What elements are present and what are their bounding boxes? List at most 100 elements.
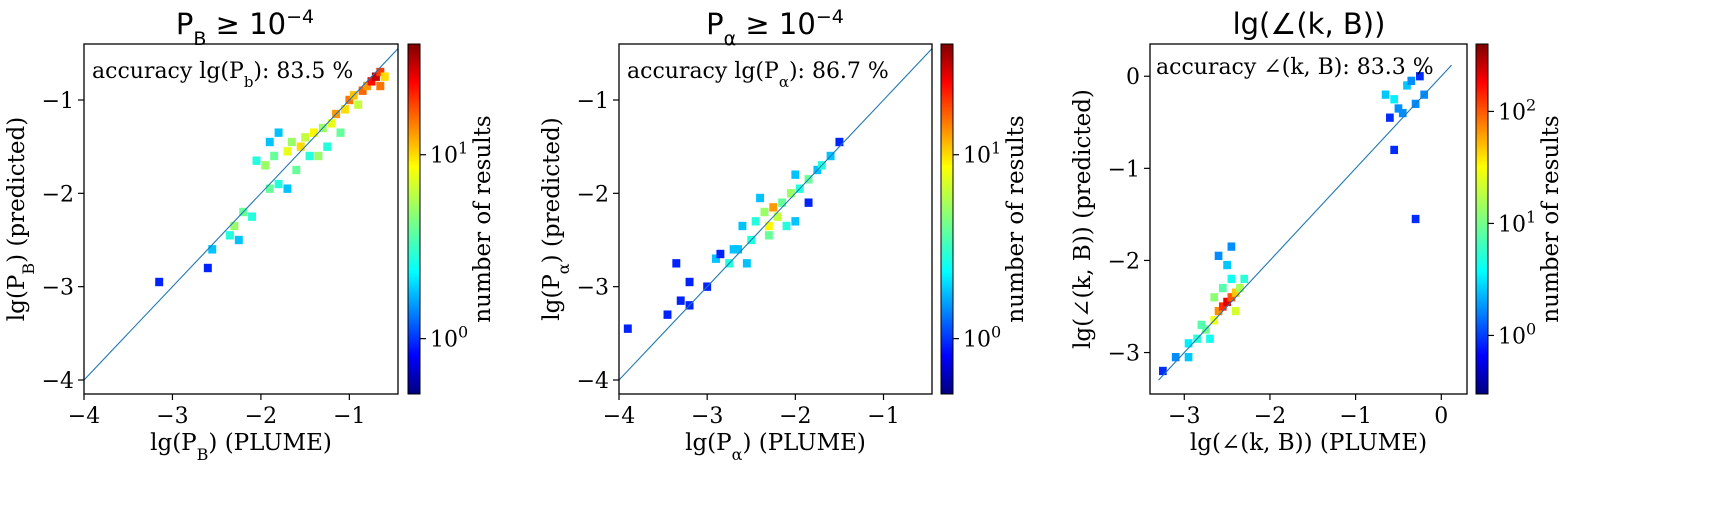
heatmap-cell	[274, 128, 283, 137]
heatmap-cell	[1227, 242, 1236, 251]
colorbar-tick-label: 101	[1498, 207, 1536, 238]
heatmap-cell	[252, 156, 261, 165]
y-tick-label: −4	[577, 369, 609, 394]
axes-frame	[618, 43, 933, 395]
heatmap-cell	[296, 142, 305, 151]
heatmap-cell	[376, 81, 385, 91]
heatmap-cell	[764, 231, 773, 240]
heatmap-cell	[309, 128, 318, 137]
heatmap-cell	[1210, 293, 1219, 302]
identity-line	[618, 48, 933, 381]
heatmap-cell	[786, 189, 795, 198]
colorbar-tick-label: 100	[1498, 319, 1536, 350]
heatmap-cell	[292, 165, 301, 175]
heatmap-cell	[1223, 297, 1231, 307]
heatmap-cell	[1394, 104, 1403, 113]
heatmap-cell	[1214, 306, 1223, 316]
heatmap-cell	[1184, 353, 1193, 362]
heatmap-cell	[791, 170, 800, 179]
heatmap-cell	[283, 147, 292, 156]
heatmap-cell	[1218, 283, 1227, 293]
heatmap-cell	[234, 235, 243, 245]
x-tick-label: −3	[156, 404, 188, 429]
x-tick-label: −1	[333, 404, 365, 429]
heatmap-cell	[1231, 306, 1240, 316]
heatmap-cell	[287, 137, 296, 147]
heatmap-cell	[371, 72, 380, 81]
heatmap-cell	[1197, 320, 1206, 330]
heatmap-cell	[769, 203, 778, 212]
axes-frame	[1149, 43, 1468, 395]
y-tick-label: −4	[42, 369, 74, 394]
heatmap-cell	[760, 207, 769, 217]
accuracy-annotation: accuracy lg(Pb): 83.5 %	[92, 59, 353, 91]
heatmap-cell	[1381, 90, 1390, 99]
heatmap-cell	[751, 217, 760, 226]
heatmap-cell	[358, 86, 367, 95]
colorbar-label: number of results	[470, 115, 496, 322]
x-axis-label: lg(∠(k, B)) (PLUME)	[1190, 430, 1427, 456]
heatmap-cell	[716, 249, 725, 259]
heatmap-cell	[835, 137, 844, 147]
x-tick-label: −4	[68, 404, 100, 429]
heatmap-cell	[712, 254, 720, 263]
heatmap-cell	[305, 151, 314, 161]
heatmap-cell	[773, 212, 782, 221]
heatmap-cell	[225, 231, 234, 240]
x-tick-label: −2	[245, 404, 277, 429]
heatmap-cell	[685, 277, 694, 287]
heatmap-cell	[380, 72, 389, 81]
heatmap-cell	[1158, 366, 1167, 376]
heatmap-cell	[738, 221, 747, 231]
heatmap-cell	[336, 128, 345, 137]
heatmap-cell	[301, 133, 310, 142]
chart-title: PB ≥ 10−4	[176, 6, 314, 50]
heatmap-cell	[778, 198, 787, 207]
heatmap-cell	[1411, 214, 1420, 224]
heatmap-cell	[1398, 108, 1407, 118]
heatmap-cell	[323, 142, 332, 151]
heatmap-cell	[1184, 339, 1193, 348]
colorbar-tick-label: 100	[430, 322, 468, 353]
y-axis-label: lg(Pα) (predicted)	[539, 117, 573, 320]
colorbar-label: number of results	[1538, 115, 1564, 322]
heatmap-cell	[376, 67, 385, 77]
x-tick-label: −1	[1339, 404, 1371, 429]
panel-angle: −3 −2 −1 0 −3 −2 −1 0 lg(∠(k, B)) lg(∠(k, B)) (PL…	[1070, 7, 1564, 456]
y-tick-label: −3	[577, 276, 609, 301]
heatmap-cell	[155, 277, 164, 287]
heatmap-cell	[230, 221, 239, 231]
heatmap-cell	[270, 151, 279, 161]
heatmap-cell	[1218, 302, 1227, 311]
heatmap-cell	[203, 263, 212, 273]
x-tick-label: −2	[779, 404, 811, 429]
x-axis-label: lg(Pα) (PLUME)	[685, 430, 866, 464]
heatmap-cell	[663, 310, 672, 319]
accuracy-annotation: accuracy ∠(k, B): 83.3 %	[1156, 55, 1434, 80]
y-axis-label: lg(∠(k, B)) (predicted)	[1070, 89, 1096, 349]
chart-title: Pα ≥ 10−4	[706, 6, 844, 50]
panel-palpha: −4 −3 −2 −1 −4 −3 −2 −1 Pα ≥ 10−4 lg(Pα) (PLUME) l…	[539, 6, 1029, 464]
heatmap-cell	[314, 151, 323, 161]
y-tick-label: −1	[577, 89, 609, 114]
heatmap-cell	[1223, 260, 1231, 270]
colorbar-label: number of results	[1003, 115, 1029, 322]
heatmap-cell	[1227, 293, 1236, 302]
heatmap-cell	[742, 259, 751, 268]
heatmap-cell	[782, 221, 791, 231]
heatmap-cell	[354, 100, 363, 109]
colorbar-tick-label: 102	[1498, 95, 1536, 126]
heatmap-cell	[363, 81, 372, 91]
heatmap-cell	[1236, 283, 1244, 293]
x-axis-label: lg(PB) (PLUME)	[150, 430, 332, 464]
y-tick-label: −3	[1108, 342, 1140, 367]
heatmap-cell	[1403, 81, 1411, 90]
heatmap-cell	[367, 77, 376, 86]
identity-line	[83, 48, 399, 381]
y-tick-label: −2	[1108, 249, 1140, 274]
y-axis-label: lg(PB) (predicted)	[4, 117, 38, 321]
heatmap-cell	[672, 259, 681, 268]
x-tick-label: −2	[1254, 404, 1286, 429]
heatmap-cell	[1214, 251, 1223, 260]
